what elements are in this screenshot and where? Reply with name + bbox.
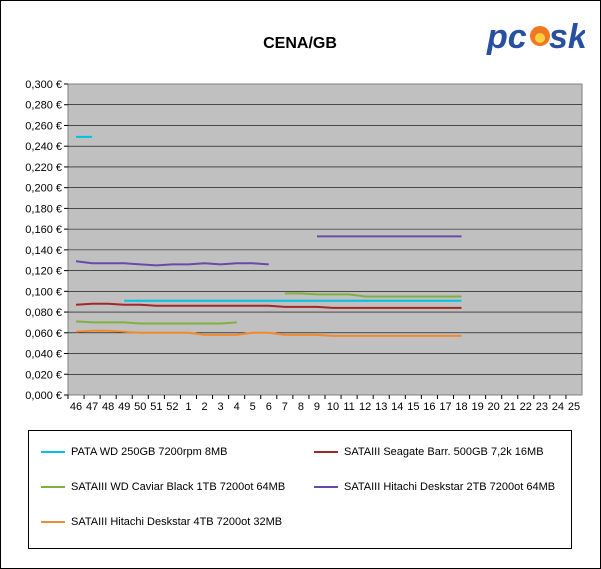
y-tick-label: 0,020 € (25, 369, 62, 381)
x-tick-label: 17 (439, 401, 451, 413)
legend-label: SATAIII Hitachi Deskstar 4TB 7200ot 32MB (71, 516, 283, 528)
x-tick-label: 20 (488, 401, 500, 413)
series-line-3 (75, 320, 237, 325)
x-tick-label: 11 (343, 401, 354, 413)
x-tick-label: 25 (568, 401, 580, 413)
x-tick-label: 2 (201, 401, 207, 413)
legend-item-1: PATA WD 250GB 7200rpm 8MB (41, 446, 228, 458)
x-tick-label: 48 (102, 401, 114, 413)
y-tick-label: 0,300 € (25, 79, 62, 91)
legend-swatch (41, 486, 65, 488)
x-tick-label: 12 (359, 401, 371, 413)
y-tick-label: 0,060 € (25, 328, 62, 340)
legend-label: SATAIII WD Caviar Black 1TB 7200ot 64MB (71, 481, 286, 493)
series-line-4 (75, 260, 269, 267)
x-axis-ticks: 46 47 48 49 50 51 52 1 2 3 4 5 6 7 8 9 10 11 12 13 14 15 16 17 1… (67, 395, 580, 413)
legend-item-3: SATAIII WD Caviar Black 1TB 7200ot 64MB (41, 481, 285, 493)
legend-swatch (41, 521, 65, 523)
logo-text-sk: sk (549, 18, 585, 56)
x-tick-label: 21 (504, 401, 516, 413)
x-tick-label: 6 (266, 401, 272, 413)
series-line-5 (75, 329, 462, 337)
x-tick-label: 16 (423, 401, 435, 413)
x-tick-label: 52 (166, 401, 178, 413)
chart-canvas: CENA/GB 0,000 € 0,020 € 0,040 € 0,060 € 0,08… (25, 35, 583, 413)
y-tick-label: 0,180 € (25, 203, 62, 215)
legend-item-5: SATAIII Hitachi Deskstar 4TB 7200ot 32MB (41, 516, 282, 528)
grid-lines (68, 104, 582, 375)
y-tick-label: 0,100 € (25, 286, 62, 298)
y-tick-label: 0,260 € (25, 120, 62, 132)
x-tick-label: 7 (282, 401, 288, 413)
y-tick-label: 0,220 € (25, 162, 62, 174)
y-axis-ticks: 0,000 € 0,020 € 0,040 € 0,060 € 0,080 € 0,100… (25, 79, 68, 402)
legend: PATA WD 250GB 7200rpm 8MB SATAIII Seagate… (28, 430, 572, 549)
x-tick-label: 46 (70, 401, 82, 413)
y-tick-label: 0,160 € (25, 224, 62, 236)
x-tick-label: 23 (536, 401, 548, 413)
y-tick-label: 0,000 € (25, 390, 62, 402)
x-tick-label: 51 (150, 401, 162, 413)
legend-label: SATAIII Hitachi Deskstar 2TB 7200ot 64MB (344, 481, 556, 493)
legend-swatch (314, 451, 338, 453)
series-line-2 (75, 302, 462, 309)
y-tick-label: 0,240 € (25, 141, 62, 153)
y-tick-label: 0,120 € (25, 266, 62, 278)
x-tick-label: 24 (552, 401, 564, 413)
y-tick-label: 0,200 € (25, 183, 62, 195)
series-line-3 (284, 292, 462, 298)
x-tick-label: 19 (471, 401, 483, 413)
x-tick-label: 1 (185, 401, 191, 413)
plot-area (67, 83, 583, 396)
legend-swatch (41, 451, 65, 453)
legend-label: SATAIII Seagate Barr. 500GB 7,2k 16MB (344, 446, 544, 458)
legend-item-4: SATAIII Hitachi Deskstar 2TB 7200ot 64MB (314, 481, 555, 493)
legend-item-2: SATAIII Seagate Barr. 500GB 7,2k 16MB (314, 446, 544, 458)
x-tick-label: 47 (86, 401, 98, 413)
x-tick-label: 4 (234, 401, 240, 413)
y-tick-label: 0,280 € (25, 100, 62, 112)
x-tick-label: 5 (250, 401, 256, 413)
x-tick-label: 9 (314, 401, 320, 413)
pcsk-logo: pc sk (485, 12, 589, 58)
series-lines (75, 135, 462, 337)
x-tick-label: 10 (327, 401, 339, 413)
legend-swatch (314, 486, 338, 488)
x-tick-label: 15 (407, 401, 419, 413)
y-tick-label: 0,040 € (25, 349, 62, 361)
legend-label: PATA WD 250GB 7200rpm 8MB (71, 446, 228, 458)
y-tick-label: 0,080 € (25, 307, 62, 319)
y-tick-label: 0,140 € (25, 245, 62, 257)
x-tick-label: 14 (391, 401, 403, 413)
x-tick-label: 50 (134, 401, 146, 413)
x-tick-label: 8 (298, 401, 304, 413)
x-tick-label: 49 (118, 401, 130, 413)
x-tick-label: 13 (375, 401, 387, 413)
x-tick-label: 3 (218, 401, 224, 413)
x-tick-label: 22 (520, 401, 532, 413)
x-tick-label: 18 (455, 401, 467, 413)
chart-title: CENA/GB (263, 35, 337, 52)
logo-text-pc: pc (486, 18, 527, 56)
